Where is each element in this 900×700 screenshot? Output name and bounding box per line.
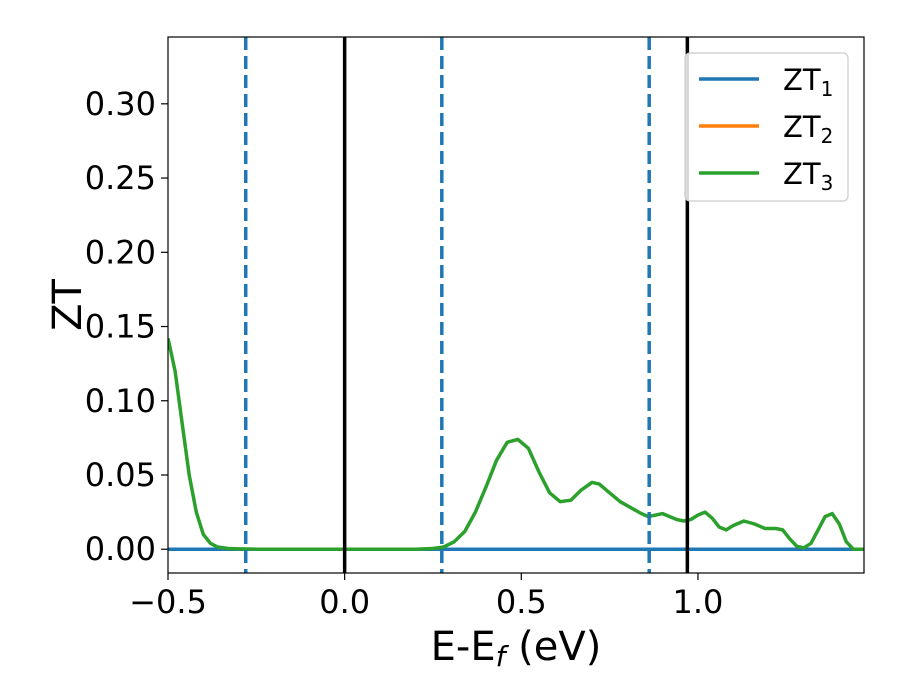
x-tick-label: 1.0 <box>673 583 724 621</box>
x-axis-label: E-Ef (eV) <box>431 624 602 673</box>
y-tick-label: 0.15 <box>85 308 156 346</box>
y-tick-label: 0.00 <box>85 530 156 568</box>
x-tick-label: 0.0 <box>319 583 370 621</box>
y-tick-label: 0.10 <box>85 382 156 420</box>
plot-frame <box>167 36 865 574</box>
x-tick-label: 0.5 <box>496 583 547 621</box>
y-tick-label: 0.30 <box>85 85 156 123</box>
y-tick-label: 0.20 <box>85 233 156 271</box>
axes: −0.5 0.0 0.5 1.0 0.00 0.05 0.10 0.15 0.20 0.25 0.3… <box>85 36 865 621</box>
y-tick-label: 0.25 <box>85 159 156 197</box>
legend: ZT1 ZT2 ZT3 <box>684 52 849 202</box>
y-tick-label: 0.05 <box>85 456 156 494</box>
legend-label-2: ZT2 <box>783 110 833 148</box>
legend-box <box>684 52 849 202</box>
legend-label-3: ZT3 <box>783 157 833 195</box>
y-axis-label: ZT <box>45 279 91 331</box>
series-line-3 <box>168 338 864 551</box>
legend-label-1: ZT1 <box>783 63 833 101</box>
x-tick-label: −0.5 <box>129 583 207 621</box>
